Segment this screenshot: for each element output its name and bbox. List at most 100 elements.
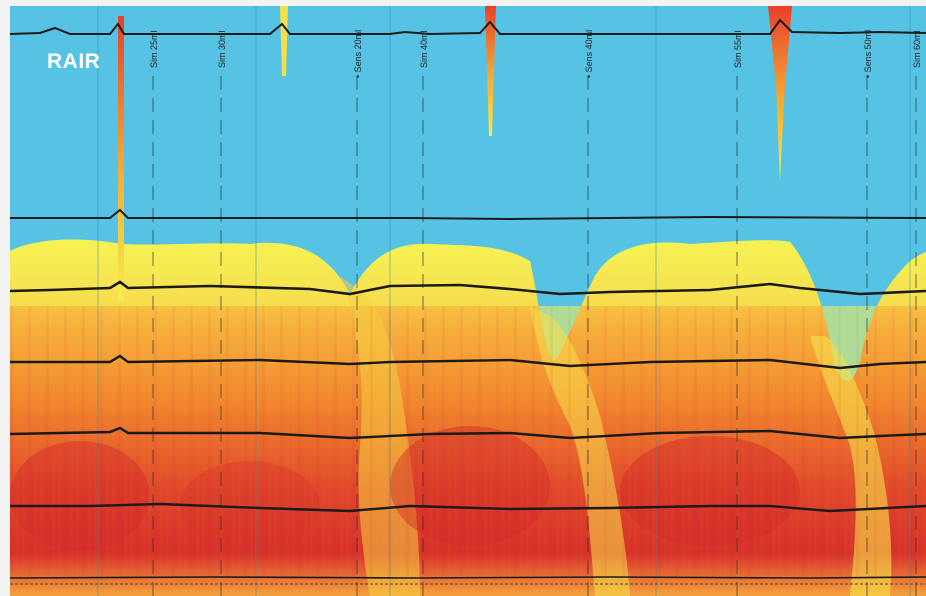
stripe <box>82 306 85 576</box>
stripe <box>496 306 499 576</box>
stripe <box>772 306 775 576</box>
stripe <box>250 306 253 576</box>
stripe <box>22 306 25 576</box>
stripe <box>412 306 415 576</box>
stripe <box>502 306 505 576</box>
pressure-band-fringe <box>10 239 926 381</box>
stripe <box>196 306 199 576</box>
stripe <box>124 306 127 576</box>
stripe <box>916 306 919 576</box>
event-marker-labels: Sim 25ml Sim 30ml • Sens 20ml Sim 40ml •… <box>149 30 922 78</box>
stripe <box>454 306 457 576</box>
high-pressure-zone-3 <box>620 436 800 546</box>
stripe <box>358 306 361 576</box>
stripe <box>754 306 757 576</box>
stripe <box>730 306 733 576</box>
stripe <box>544 306 547 576</box>
stripe <box>484 306 487 576</box>
stripe <box>700 306 703 576</box>
stripe <box>778 306 781 576</box>
pressure-topography: Sim 25ml Sim 30ml • Sens 20ml Sim 40ml •… <box>10 6 926 596</box>
stripe <box>874 306 877 576</box>
marker-label: • Sens 20ml <box>353 30 363 78</box>
stripe <box>178 306 181 576</box>
stripe <box>16 306 19 576</box>
stripe <box>802 306 805 576</box>
stripe <box>460 306 463 576</box>
relaxation-plume-3 <box>810 336 892 596</box>
high-pressure-zone-2 <box>390 426 550 546</box>
stripe <box>262 306 265 576</box>
stripe <box>166 306 169 576</box>
stripe <box>370 306 373 576</box>
stripe <box>202 306 205 576</box>
stripe <box>292 306 295 576</box>
stripe <box>652 306 655 576</box>
stripe <box>856 306 859 576</box>
stripe <box>256 306 259 576</box>
stripe <box>238 306 241 576</box>
marker-label: • Sens 50ml <box>863 30 873 78</box>
stripe <box>94 306 97 576</box>
trace-4 <box>10 354 926 370</box>
stripe <box>298 306 301 576</box>
stripe <box>676 306 679 576</box>
stripe <box>610 306 613 576</box>
stripe <box>574 306 577 576</box>
stripe <box>910 306 913 576</box>
stripe <box>346 306 349 576</box>
stripe <box>448 306 451 576</box>
stripe <box>214 306 217 576</box>
stripe <box>442 306 445 576</box>
stripe <box>52 306 55 576</box>
stripe <box>10 306 13 576</box>
stripe <box>922 306 925 576</box>
stripe <box>472 306 475 576</box>
spike-1 <box>118 16 124 301</box>
stripe <box>70 306 73 576</box>
marker-label: Sim 55ml <box>733 30 743 68</box>
stripe <box>598 306 601 576</box>
high-pressure-zone-4 <box>180 461 320 551</box>
stripe <box>766 306 769 576</box>
grid-lines <box>97 6 911 596</box>
stripe <box>244 306 247 576</box>
stripe <box>550 306 553 576</box>
trace-7 <box>10 576 926 579</box>
stripe <box>568 306 571 576</box>
stripe <box>160 306 163 576</box>
stripe <box>616 306 619 576</box>
marker-label: Sim 40ml <box>419 30 429 68</box>
stripe <box>706 306 709 576</box>
stripe <box>430 306 433 576</box>
stripe <box>532 306 535 576</box>
stripe <box>862 306 865 576</box>
stripe <box>424 306 427 576</box>
stripe <box>844 306 847 576</box>
stripe <box>274 306 277 576</box>
stripe <box>682 306 685 576</box>
stripe <box>112 306 115 576</box>
stripe <box>190 306 193 576</box>
stripe <box>466 306 469 576</box>
stripe <box>796 306 799 576</box>
stripe <box>850 306 853 576</box>
stripe <box>64 306 67 576</box>
marker-label: Sim 25ml <box>149 30 159 68</box>
stripe <box>892 306 895 576</box>
stripe <box>520 306 523 576</box>
stripe <box>670 306 673 576</box>
stripe <box>838 306 841 576</box>
stripe <box>76 306 79 576</box>
stripe <box>316 306 319 576</box>
stripe <box>406 306 409 576</box>
stripe <box>436 306 439 576</box>
stripe <box>40 306 43 576</box>
stripe <box>898 306 901 576</box>
stripe <box>748 306 751 576</box>
stripe <box>232 306 235 576</box>
stripe <box>886 306 889 576</box>
stripe <box>820 306 823 576</box>
stripe <box>718 306 721 576</box>
sensor-traces <box>10 18 926 585</box>
